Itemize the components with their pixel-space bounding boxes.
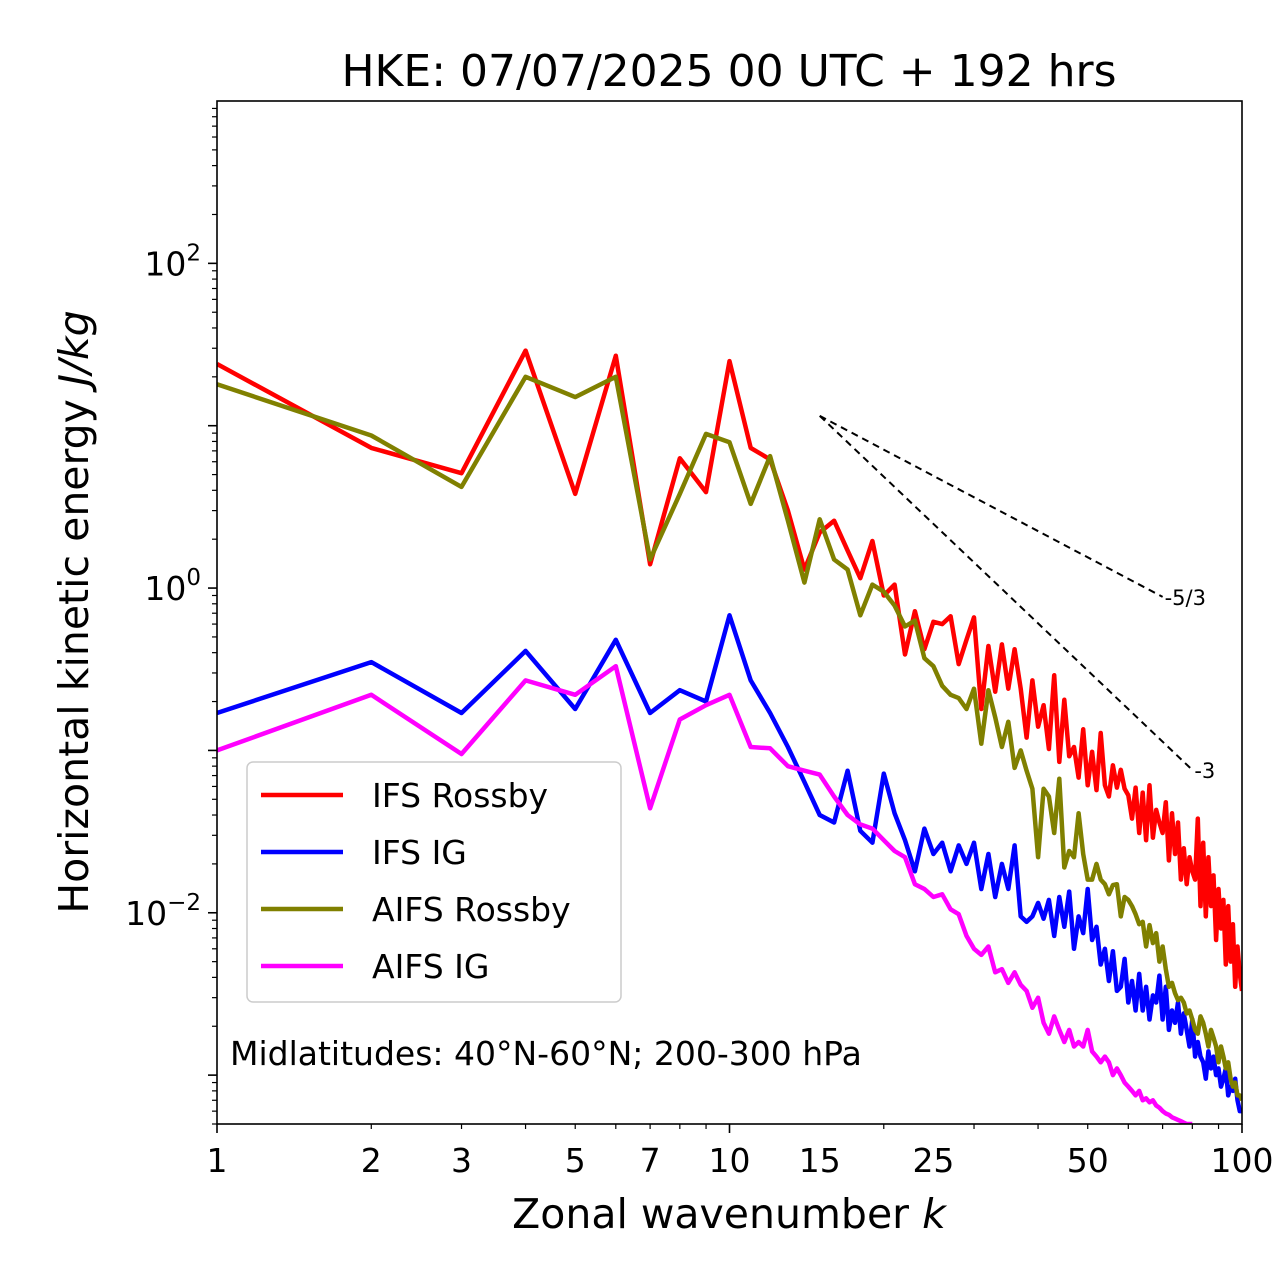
y-axis-label-unit: J/kg [50,310,98,393]
x-tick-label: 3 [451,1141,472,1180]
x-tick-label: 2 [361,1141,382,1180]
y-axis-label-text: Horizontal kinetic energy [50,386,98,914]
x-axis-label-symbol: k [922,1190,948,1238]
legend-label: IFS Rossby [372,776,548,815]
x-tick-label: 25 [912,1141,954,1180]
legend-items: IFS Rossby IFS IG AIFS Rossby AIFS IG [261,776,571,986]
legend-label: AIFS IG [372,947,489,986]
x-tick-label: 5 [565,1141,586,1180]
reference-line-label: -3 [1194,759,1215,783]
legend: IFS Rossby IFS IG AIFS Rossby AIFS IG [246,761,622,1003]
y-tick-label: 100 [144,565,201,608]
x-tick-label: 10 [709,1141,751,1180]
x-tick-label: 7 [640,1141,661,1180]
y-axis-label: Horizontal kinetic energy J/kg [50,310,98,913]
legend-label: AIFS Rossby [372,890,571,929]
y-axis-ticks: 102 100 10−2 [125,107,217,1125]
x-tick-label: 50 [1067,1141,1109,1180]
x-axis-label: Zonal wavenumber k [512,1190,948,1238]
series-line-aifs-ig [217,663,1193,1124]
y-tick-label: 102 [144,240,201,283]
y-tick-label: 10−2 [125,890,201,933]
x-tick-label: 15 [799,1141,841,1180]
series-line-ifs-ig [217,613,1242,1114]
reference-line-1 [819,415,1194,771]
x-axis-label-text: Zonal wavenumber [512,1190,922,1238]
reference-line-0 [819,414,1164,598]
reference-line-label: -5/3 [1165,586,1206,610]
x-tick-label: 100 [1211,1141,1274,1180]
chart-title: HKE: 07/07/2025 00 UTC + 192 hrs [341,46,1116,97]
series-line-ifs-rossby [217,348,1242,992]
reference-slope-lines [819,414,1194,771]
region-annotation: Midlatitudes: 40°N-60°N; 200-300 hPa [230,1034,862,1073]
series-layer [217,348,1242,1124]
x-tick-label: 1 [207,1141,228,1180]
legend-frame [246,761,622,1003]
legend-label: IFS IG [372,833,467,872]
series-line-aifs-rossby [217,374,1242,1102]
x-axis-ticks: 1 2 3 5 7 10 15 25 50 100 [207,1124,1274,1180]
